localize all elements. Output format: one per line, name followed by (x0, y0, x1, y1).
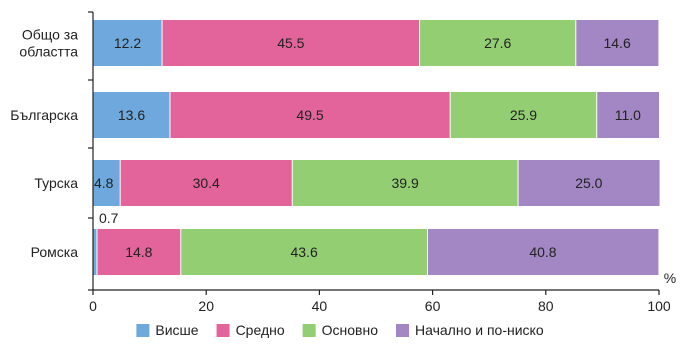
bar-2-1 (120, 160, 293, 206)
value-label: 40.8 (529, 244, 556, 260)
legend-item: Основно (302, 322, 379, 338)
value-label: 4.8 (94, 175, 114, 191)
category-label: Турска (34, 175, 78, 191)
value-label: 25.0 (575, 175, 602, 191)
axes-layer: 0 20 40 60 80 100% (88, 11, 676, 314)
bar-2-0 (93, 160, 121, 206)
value-label: 14.6 (603, 35, 630, 51)
x-tick-label: 0 (89, 298, 97, 314)
value-label: 27.6 (484, 35, 511, 51)
bar-0-1 (162, 20, 420, 66)
bar-0-0 (93, 20, 163, 66)
category-label: Ромска (31, 244, 79, 260)
value-label: 14.8 (125, 244, 152, 260)
bar-2-2 (292, 160, 519, 206)
value-label: 45.5 (277, 35, 304, 51)
legend-label: Начално и по-ниско (415, 322, 544, 338)
legend-item: Висше (136, 322, 199, 338)
legend-item: Средно (216, 322, 285, 338)
x-tick-label: 40 (312, 298, 328, 314)
labels-layer: 12.2 45.5 27.6 14.6 13.6 49.5 25.9 11.0 4.8 30.4 3… (10, 27, 641, 261)
bar-3-3 (427, 229, 659, 275)
value-label: 49.5 (296, 107, 323, 123)
value-label: 13.6 (118, 107, 145, 123)
bar-3-1 (96, 229, 181, 275)
bar-1-3 (596, 92, 659, 138)
value-label: 43.6 (290, 244, 317, 260)
bar-1-1 (169, 92, 451, 138)
x-tick-label: 80 (538, 298, 554, 314)
bar-3-0 (93, 229, 97, 275)
legend-swatch (216, 324, 230, 337)
bar-3-2 (180, 229, 428, 275)
value-label: 39.9 (392, 175, 419, 191)
bars-layer (93, 20, 660, 275)
legend-label: Средно (236, 322, 285, 338)
bar-2-3 (518, 160, 660, 206)
x-tick-label: 100 (647, 298, 671, 314)
legend: Висше Средно Основно Начално и по-ниско (136, 322, 544, 338)
value-label: 12.2 (114, 35, 141, 51)
legend-label: Основно (322, 322, 379, 338)
legend-swatch (396, 324, 410, 337)
x-tick-label: 20 (198, 298, 214, 314)
x-unit-label: % (664, 270, 676, 286)
value-label: 30.4 (193, 175, 220, 191)
x-tick-label: 60 (425, 298, 441, 314)
legend-item: Начално и по-ниско (396, 322, 544, 338)
value-label: 25.9 (510, 107, 537, 123)
legend-label: Висше (155, 322, 198, 338)
legend-swatch (136, 324, 150, 337)
bar-0-3 (575, 20, 659, 66)
category-label: Българска (10, 107, 78, 123)
value-label: 11.0 (615, 107, 641, 123)
bar-1-2 (450, 92, 597, 138)
bar-0-2 (419, 20, 576, 66)
value-label: 0.7 (99, 210, 119, 226)
category-label: Общо за областта (19, 27, 78, 60)
bar-1-0 (93, 92, 170, 138)
legend-swatch (302, 324, 316, 337)
